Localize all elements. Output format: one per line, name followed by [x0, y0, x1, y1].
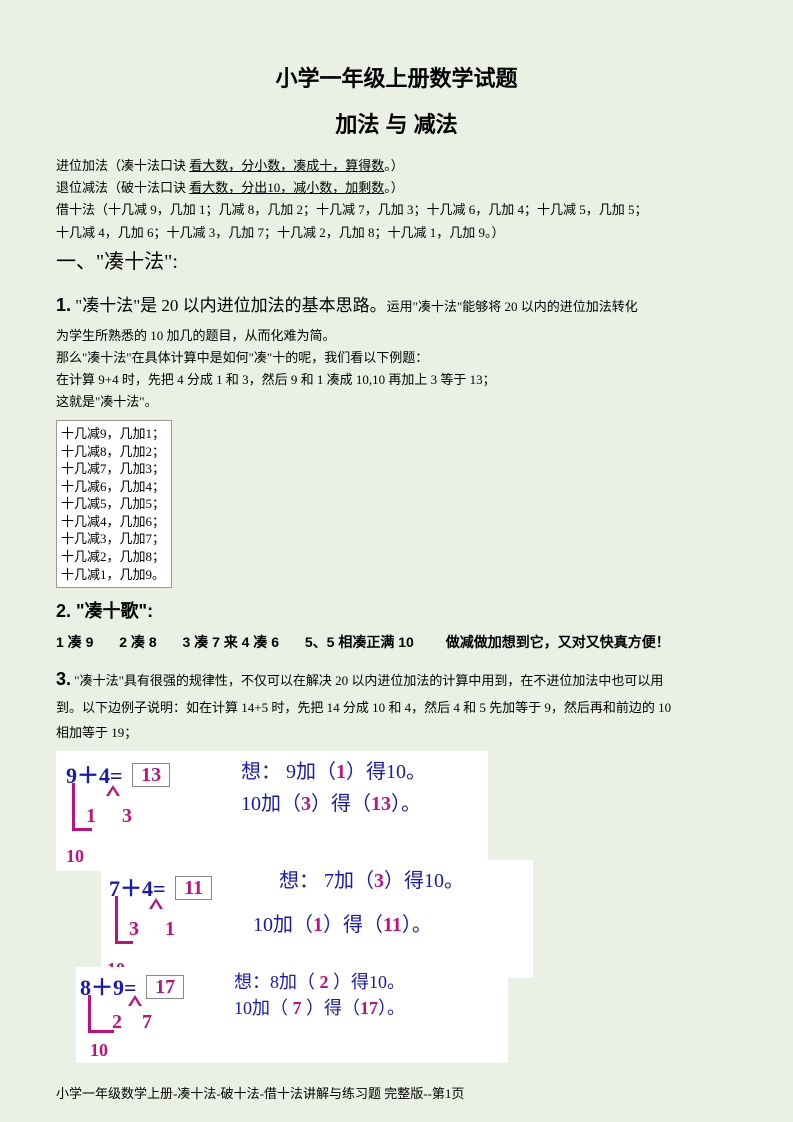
table-row: 十几减4，几加6； [61, 513, 165, 531]
text: 2 凑 8 [119, 634, 156, 650]
intro-line-2: 退位减法（破十法口诀 看大数，分出10，减小数，加剩数。） [56, 178, 737, 198]
fill: 13 [371, 793, 391, 815]
text: 想： 9加（ [241, 761, 336, 783]
think-line-2: 10加（ 7 ）得（17）。 [234, 995, 405, 1023]
table-row: 十几减8，几加2； [61, 443, 165, 461]
section-2-heading: 2. "凑十歌": [56, 598, 737, 626]
text: 进位加法（凑十法口诀 [56, 158, 189, 173]
fill: 1 [336, 761, 346, 783]
text: 10加（ [253, 914, 313, 936]
split-caret-mask [131, 999, 139, 1006]
text: 想：8加（ [234, 972, 315, 992]
text: 运用"凑十法"能够将 20 以内的进位加法转化 [387, 299, 638, 314]
think-line-1: 想：8加（ 2 ）得10。 [234, 969, 405, 997]
text: 退位减法（破十法口诀 [56, 180, 189, 195]
underline-text: 看大数，分出10，减小数，加剩数 [189, 180, 384, 195]
fill: 17 [360, 998, 378, 1018]
ten-label: 10 [90, 1037, 108, 1065]
table-row: 十几减9，几加1； [61, 425, 165, 443]
answer-box: 11 [175, 876, 212, 900]
think-line-2: 10加（3）得（13）。 [241, 789, 421, 820]
item-number: 1. [56, 295, 71, 315]
intro-line-4: 十几减 4，几加 6；十几减 3，几加 7；十几减 2，几加 8；十几减 1，几… [56, 223, 737, 243]
text: 10加（ [234, 998, 288, 1018]
ten-label: 10 [66, 843, 84, 871]
intro-line-3: 借十法（十几减 9，几加 1；几减 8，几加 2；十几减 7，几加 3；十几减 … [56, 200, 737, 220]
text: 。） [384, 180, 404, 195]
split-caret-mask [152, 902, 160, 909]
paragraph-1-line: 这就是"凑十法"。 [56, 392, 737, 412]
table-row: 十几减1，几加9。 [61, 566, 165, 584]
paragraph-1-line: 为学生所熟悉的 10 加几的题目，从而化难为简。 [56, 326, 737, 346]
paragraph-1: 1. "凑十法"是 20 以内进位加法的基本思路。运用"凑十法"能够将 20 以… [56, 292, 737, 320]
table-row: 十几减5，几加5； [61, 495, 165, 513]
example-2: 7＋4= 11 3 1 10 想： 7加（3）得10。 10加（1）得（11）。 [101, 860, 533, 978]
think-line-1: 想： 7加（3）得10。 [279, 866, 464, 897]
text: 。） [384, 158, 404, 173]
example-1: 9＋4= 13 1 3 10 想： 9加（1）得10。 10加（3）得（13）。 [56, 751, 488, 871]
examples: 9＋4= 13 1 3 10 想： 9加（1）得10。 10加（3）得（13）。… [56, 751, 737, 1063]
page-title: 小学一年级上册数学试题 [56, 62, 737, 96]
text: ）。 [402, 914, 432, 936]
lead-text: "凑十法"是 20 以内进位加法的基本思路。 [71, 296, 387, 315]
table-row: 十几减7，几加3； [61, 460, 165, 478]
item-number: 3. [56, 669, 71, 689]
text: 做减做加想到它，又对又快真方便！ [446, 634, 670, 650]
text: ）得10。 [384, 870, 464, 892]
operand-b: 9 [113, 975, 124, 1000]
fill: 11 [383, 914, 402, 936]
text: 相加等于 19； [56, 725, 137, 740]
page-footer: 小学一年级数学上册-凑十法-破十法-借十法讲解与练习题 完整版--第1页 [56, 1084, 464, 1104]
fill: 1 [313, 914, 323, 936]
split-num-2: 3 [122, 801, 132, 832]
rhyme-table: 十几减9，几加1； 十几减8，几加2； 十几减7，几加3； 十几减6，几加4； … [56, 420, 172, 588]
intro-line-1: 进位加法（凑十法口诀 看大数，分小数，凑成十，算得数。） [56, 156, 737, 176]
fill: 2 [315, 972, 333, 992]
text: ）得（ [311, 793, 371, 815]
text: "凑十法"具有很强的规律性，不仅可以在解决 20 以内进位加法的计算中用到，在不… [74, 673, 663, 688]
table-row: 十几减3，几加7； [61, 530, 165, 548]
table-row: 十几减6，几加4； [61, 478, 165, 496]
text: ）得10。 [333, 972, 405, 992]
text: ）得（ [306, 998, 360, 1018]
text: 3 凑 7 来 4 凑 6 [183, 634, 279, 650]
bracket [115, 896, 133, 944]
text: ）得（ [323, 914, 383, 936]
paragraph-1-line: 那么"凑十法"在具体计算中是如何"凑"十的呢，我们看以下例题： [56, 348, 737, 368]
fill: 7 [288, 998, 306, 1018]
split-num-2: 1 [165, 914, 175, 945]
fill: 3 [301, 793, 311, 815]
bracket [72, 783, 92, 831]
split-num-2: 7 [142, 1007, 152, 1038]
text: 到。以下边例子说明：如在计算 14+5 时，先把 14 分成 10 和 4，然后… [56, 700, 671, 715]
text: 想： 7加（ [279, 870, 374, 892]
paragraph-1-line: 在计算 9+4 时，先把 4 分成 1 和 3，然后 9 和 1 凑成 10,1… [56, 370, 737, 390]
fill: 3 [374, 870, 384, 892]
answer-box: 13 [132, 763, 170, 787]
text: 10加（ [241, 793, 301, 815]
song-line: 1 凑 9 2 凑 8 3 凑 7 来 4 凑 6 5、5 相凑正满 10 做减… [56, 632, 737, 654]
text: ）得10。 [346, 761, 426, 783]
page-subtitle: 加法 与 减法 [56, 108, 737, 142]
table-row: 十几减2，几加8； [61, 548, 165, 566]
underline-text: 看大数，分小数，凑成十，算得数 [189, 158, 384, 173]
think-line-1: 想： 9加（1）得10。 [241, 757, 426, 788]
text: 1 凑 9 [56, 634, 93, 650]
split-caret-mask [109, 789, 117, 796]
text: ）。 [378, 998, 405, 1018]
answer-box: 17 [146, 975, 184, 999]
example-3: 8＋9= 17 2 7 10 想：8加（ 2 ）得10。 10加（ 7 ）得（1… [76, 967, 508, 1063]
paragraph-3: 3. "凑十法"具有很强的规律性，不仅可以在解决 20 以内进位加法的计算中用到… [56, 662, 737, 746]
bracket [88, 995, 114, 1033]
text: ）。 [391, 793, 421, 815]
text: 5、5 相凑正满 10 [305, 634, 414, 650]
think-line-2: 10加（1）得（11）。 [253, 910, 432, 941]
section-1-heading: 一、"凑十法": [56, 247, 737, 278]
